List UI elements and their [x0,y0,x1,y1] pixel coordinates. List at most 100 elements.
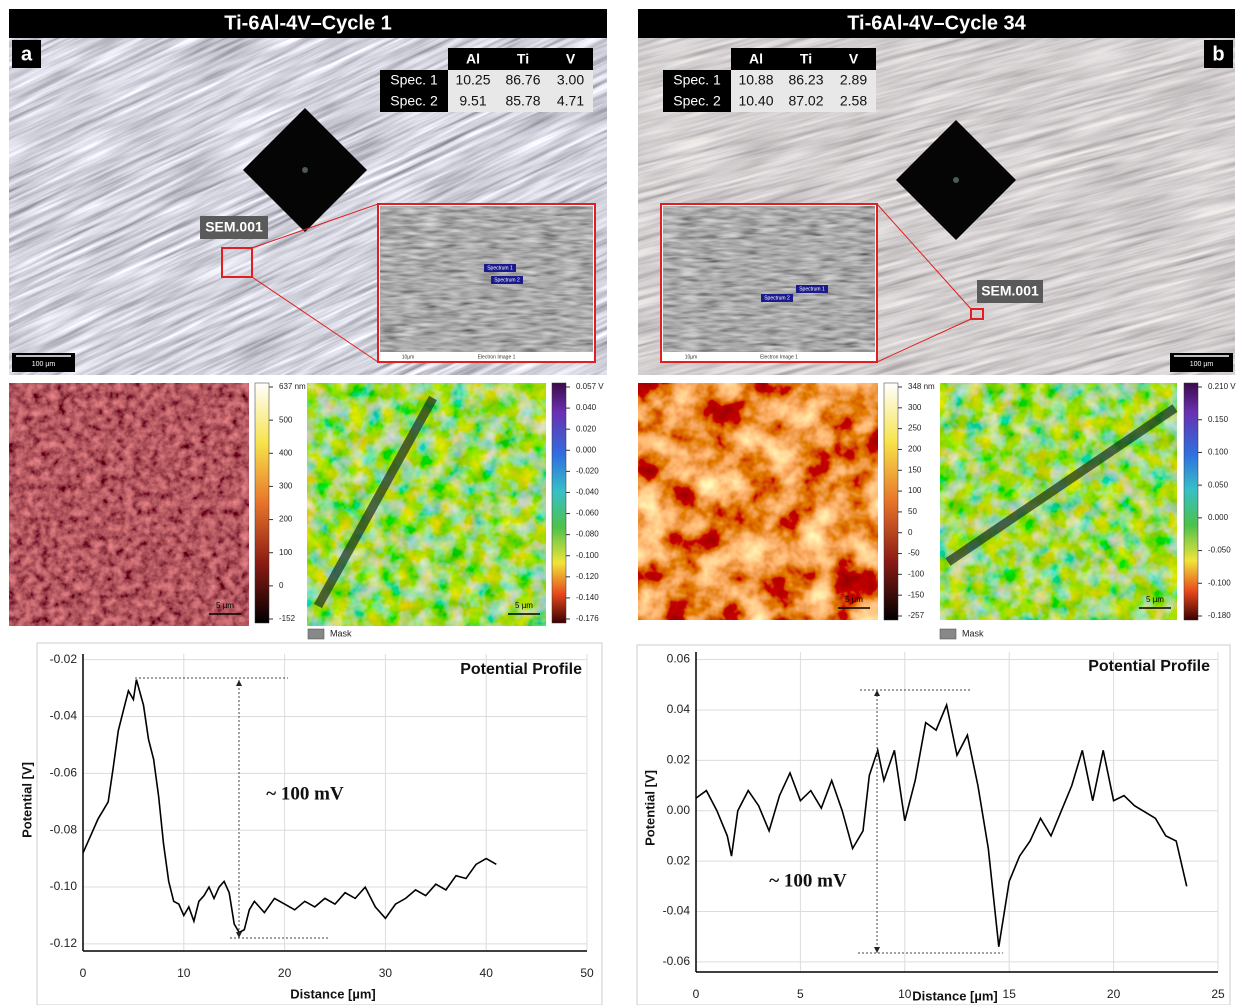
colorbar-label: 0.100 [1208,448,1229,457]
colorbar-label: 0.020 [576,424,597,433]
x-tick-label: 40 [480,966,494,980]
spectrum-label: Spectrum 1 [487,265,513,271]
panel-letter: b [1212,43,1224,65]
chart-title: Potential Profile [1088,658,1210,675]
mask-swatch [940,629,956,639]
y-tick-label: 0.04 [667,702,691,716]
sem-inset [380,206,593,352]
y-tick-label: -0.06 [50,766,78,780]
y-tick-label: 0.02 [667,853,691,867]
y-tick-label: -0.08 [50,822,78,836]
table-cell-text: 9.51 [459,93,486,109]
table-cell-text: 10.88 [738,72,773,88]
colorbar-label: -0.100 [576,551,599,560]
y-tick-label: 0.02 [667,753,691,767]
colorbar-label: -0.180 [1208,611,1231,620]
table-header: V [566,51,576,67]
colorbar-label: -0.060 [576,509,599,518]
table-cell-text: 10.40 [738,93,773,109]
colorbar-label: -0.120 [576,572,599,581]
table-cell-text: 87.02 [788,93,823,109]
panel-title: Ti-6Al-4V–Cycle 34 [847,12,1026,34]
colorbar-label: 0 [908,528,913,537]
spectrum-label: Spectrum 1 [799,286,825,292]
y-tick-label: -0.04 [50,709,78,723]
colorbar [1184,383,1198,620]
colorbar-label: 0.040 [576,403,597,412]
x-tick-label: 0 [80,966,87,980]
y-tick-label: 0.06 [667,652,691,666]
y-axis-label: Potential [V] [19,762,34,838]
height-map [9,383,249,626]
x-tick-label: 20 [278,966,292,980]
colorbar-label: 0.000 [1208,513,1229,522]
colorbar-label: -0.050 [1208,546,1231,555]
y-tick-label: -0.04 [663,904,691,918]
colorbar-label: 400 [279,448,293,457]
table-header: Ti [800,51,812,67]
y-tick-label: -0.12 [50,936,78,950]
table-row-label: Spec. 2 [390,93,438,109]
x-tick-label: 5 [797,987,804,1001]
colorbar-label: -152 [279,614,296,623]
sem-caption: Electron Image 1 [478,354,516,360]
colorbar-label: -0.020 [576,466,599,475]
indent-center [953,177,959,183]
colorbar-label: 0 [279,581,284,590]
scale-bar-label: 100 µm [1190,361,1214,368]
map-scale-label: 5 µm [216,601,234,610]
sem-inset [663,206,875,352]
annotation: ~ 100 mV [769,870,847,891]
colorbar-label: -0.176 [576,614,599,623]
height-map [638,383,878,620]
panel-letter: a [21,43,33,65]
table-cell-text: 3.00 [557,72,584,88]
colorbar-label: 637 nm [279,382,306,391]
colorbar-label: 500 [279,415,293,424]
sem-scale: 10µm [685,354,698,360]
table-row-label: Spec. 1 [673,72,721,88]
x-axis-label: Distance [µm] [290,986,376,1001]
map-scale-label: 5 µm [845,595,863,604]
sem-scale: 10µm [402,354,415,360]
x-tick-label: 15 [1003,987,1017,1001]
table-cell-text: 2.58 [840,93,867,109]
table-row-label: Spec. 2 [673,93,721,109]
x-tick-label: 25 [1211,987,1225,1001]
chart-title: Potential Profile [460,661,582,678]
table-cell-text: 86.23 [788,72,823,88]
table-cell-text: 4.71 [557,93,584,109]
colorbar-label: -100 [908,569,925,578]
colorbar-label: -257 [908,611,925,620]
colorbar-label: -0.080 [576,530,599,539]
colorbar-label: 0.050 [1208,480,1229,489]
sem-label: SEM.001 [205,219,263,235]
colorbar-label: 0.210 V [1208,382,1236,391]
map-scale-label: 5 µm [515,601,533,610]
x-tick-label: 0 [693,987,700,1001]
potential-map [307,383,546,626]
colorbar-label: 0.057 V [576,382,604,391]
colorbar-label: 300 [908,403,922,412]
colorbar-label: 250 [908,424,922,433]
x-tick-label: 10 [177,966,191,980]
table-header: Al [466,51,480,67]
panel-title: Ti-6Al-4V–Cycle 1 [224,12,392,34]
spectrum-label: Spectrum 2 [494,277,520,283]
colorbar [884,383,898,620]
table-cell-text: 85.78 [505,93,540,109]
y-tick-label: 0.00 [667,803,691,817]
colorbar-label: 0.150 [1208,415,1229,424]
mask-swatch [308,629,324,639]
colorbar-label: 50 [908,507,917,516]
y-axis-label: Potential [V] [642,770,657,846]
colorbar-label: 100 [279,548,293,557]
table-cell-text: 10.25 [455,72,490,88]
colorbar-label: 200 [908,445,922,454]
colorbar-label: 348 nm [908,382,935,391]
table-cell-text: 86.76 [505,72,540,88]
x-tick-label: 30 [379,966,393,980]
colorbar-label: -50 [908,549,920,558]
sem-label: SEM.001 [981,283,1039,299]
y-tick-label: -0.10 [50,879,78,893]
